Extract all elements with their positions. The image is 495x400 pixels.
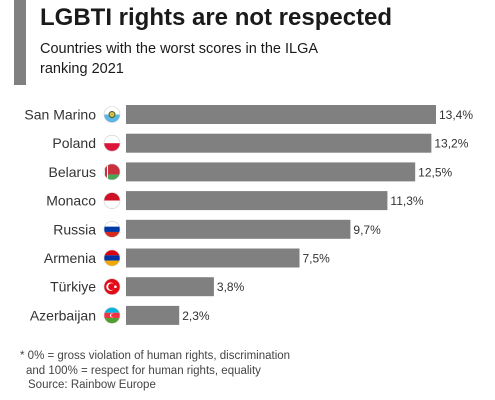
footnote: * 0% = gross violation of human rights, … — [20, 349, 290, 393]
value-label: 11,3% — [390, 194, 423, 208]
bar — [126, 305, 180, 325]
value-label: 7,5% — [303, 252, 331, 266]
source-note: Source: Rainbow Europe — [28, 379, 156, 391]
category-label: Belarus — [49, 164, 96, 180]
bar — [126, 105, 436, 124]
bar — [126, 219, 351, 239]
value-label: 3,8% — [217, 280, 245, 294]
poland-flag-icon — [103, 134, 121, 152]
bar — [126, 277, 214, 297]
armenia-flag-icon — [103, 249, 121, 267]
category-label: Poland — [52, 135, 96, 151]
monaco-flag-icon — [103, 192, 121, 209]
chart-subtitle: Countries with the worst scores in the I… — [40, 41, 318, 77]
value-label: 9,7% — [353, 223, 381, 237]
footnote-line-1: * 0% = gross violation of human rights, … — [20, 350, 291, 362]
category-label: Monaco — [46, 193, 96, 209]
bar — [126, 248, 300, 268]
bar-chart: San Marino 13,4% Poland 13,2% Belarus 12,5% Mo… — [24, 105, 473, 325]
footnote-line-2: and 100% = respect for human rights, equ… — [26, 364, 261, 377]
category-label: Türkiye — [50, 279, 96, 295]
azerbaijan-flag-icon — [103, 307, 121, 324]
bar — [126, 162, 416, 182]
turkiye-flag-icon — [103, 278, 121, 296]
russia-flag-icon — [103, 221, 121, 238]
chart-title: LGBTI rights are not respected — [40, 4, 393, 31]
category-label: Azerbaijan — [30, 307, 96, 323]
value-label: 13,2% — [434, 137, 468, 151]
bar — [126, 133, 432, 153]
category-label: Russia — [53, 221, 96, 237]
category-label: Armenia — [44, 250, 96, 266]
category-label: San Marino — [24, 107, 96, 123]
value-label: 2,3% — [182, 309, 210, 323]
value-label: 12,5% — [418, 165, 452, 179]
value-label: 13,4% — [439, 108, 473, 122]
san-marino-flag-icon — [103, 106, 121, 123]
belarus-flag-icon — [103, 163, 121, 181]
bar — [126, 191, 388, 211]
accent-bar — [14, 0, 26, 85]
